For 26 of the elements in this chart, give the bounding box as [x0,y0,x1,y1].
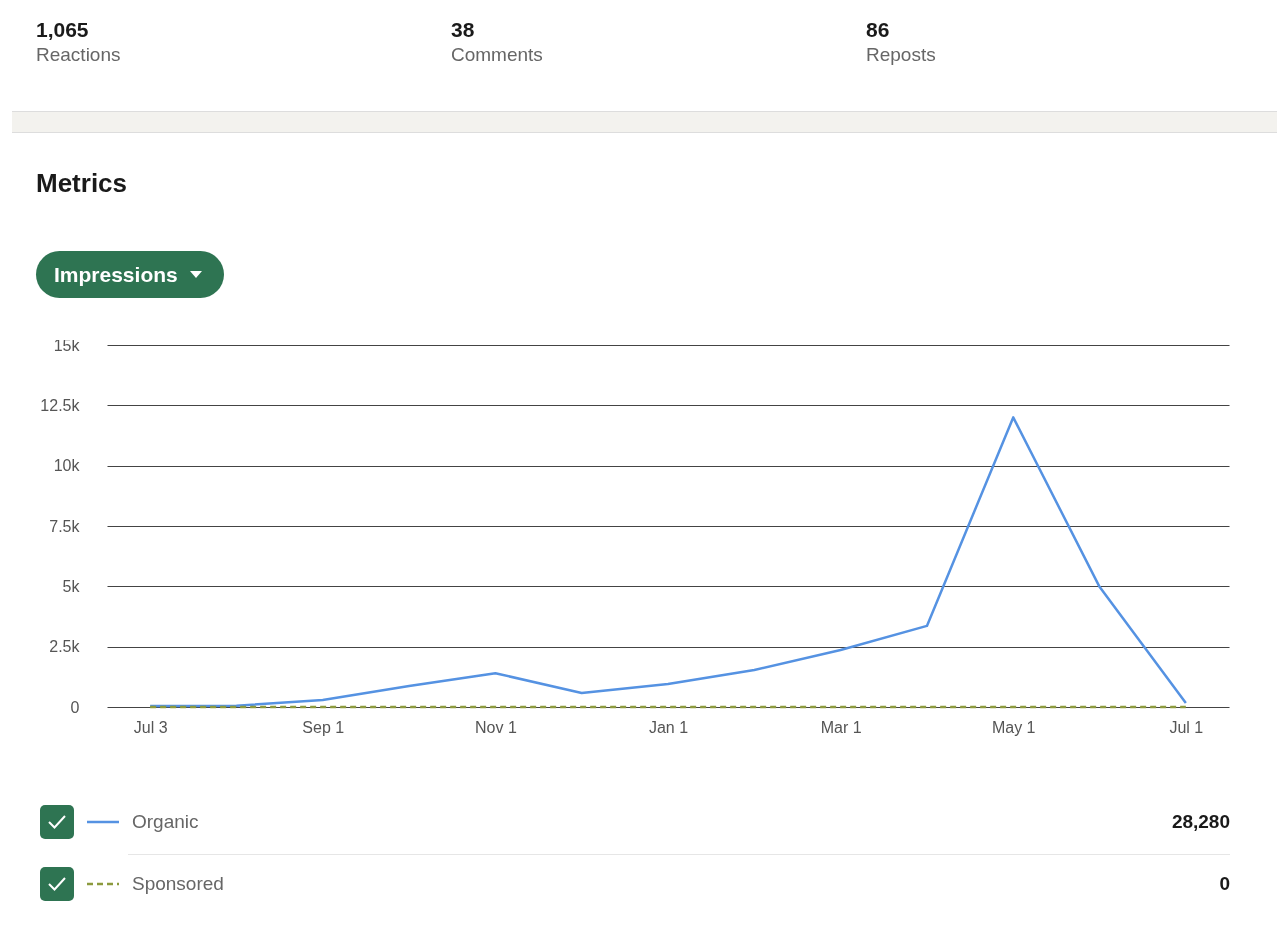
y-tick-label: 10k [53,457,81,475]
x-tick-label: Nov 1 [474,718,517,736]
y-tick-label: 0 [70,698,80,716]
text: 86 [866,18,891,42]
y-tick-label: 2.5k [49,638,81,656]
legend-label: Sponsored [132,873,224,895]
x-tick-label: Jul 3 [133,718,168,736]
y-axis-title: Impressions [54,262,178,287]
text: Reactions [36,44,121,66]
text: 28,280 [1171,811,1230,833]
y-tick-label: 12.5k [40,396,81,414]
text: Comments [451,44,543,66]
x-tick-label: Jan 1 [648,718,689,736]
x-tick-label: May 1 [991,718,1036,736]
text: 1,065 [36,18,90,42]
x-tick-label: Sep 1 [302,718,345,736]
x-tick-label: Jul 1 [1169,718,1204,736]
y-tick-label: 7.5k [49,517,81,535]
text: 0 [1219,873,1230,895]
chart-title: Metrics [36,168,128,199]
legend-label: Organic [132,811,199,833]
text: 38 [451,18,476,42]
line-series [148,416,1188,708]
text: Reposts [866,44,936,66]
x-tick-label: Mar 1 [820,718,862,736]
y-tick-label: 5k [62,577,81,595]
